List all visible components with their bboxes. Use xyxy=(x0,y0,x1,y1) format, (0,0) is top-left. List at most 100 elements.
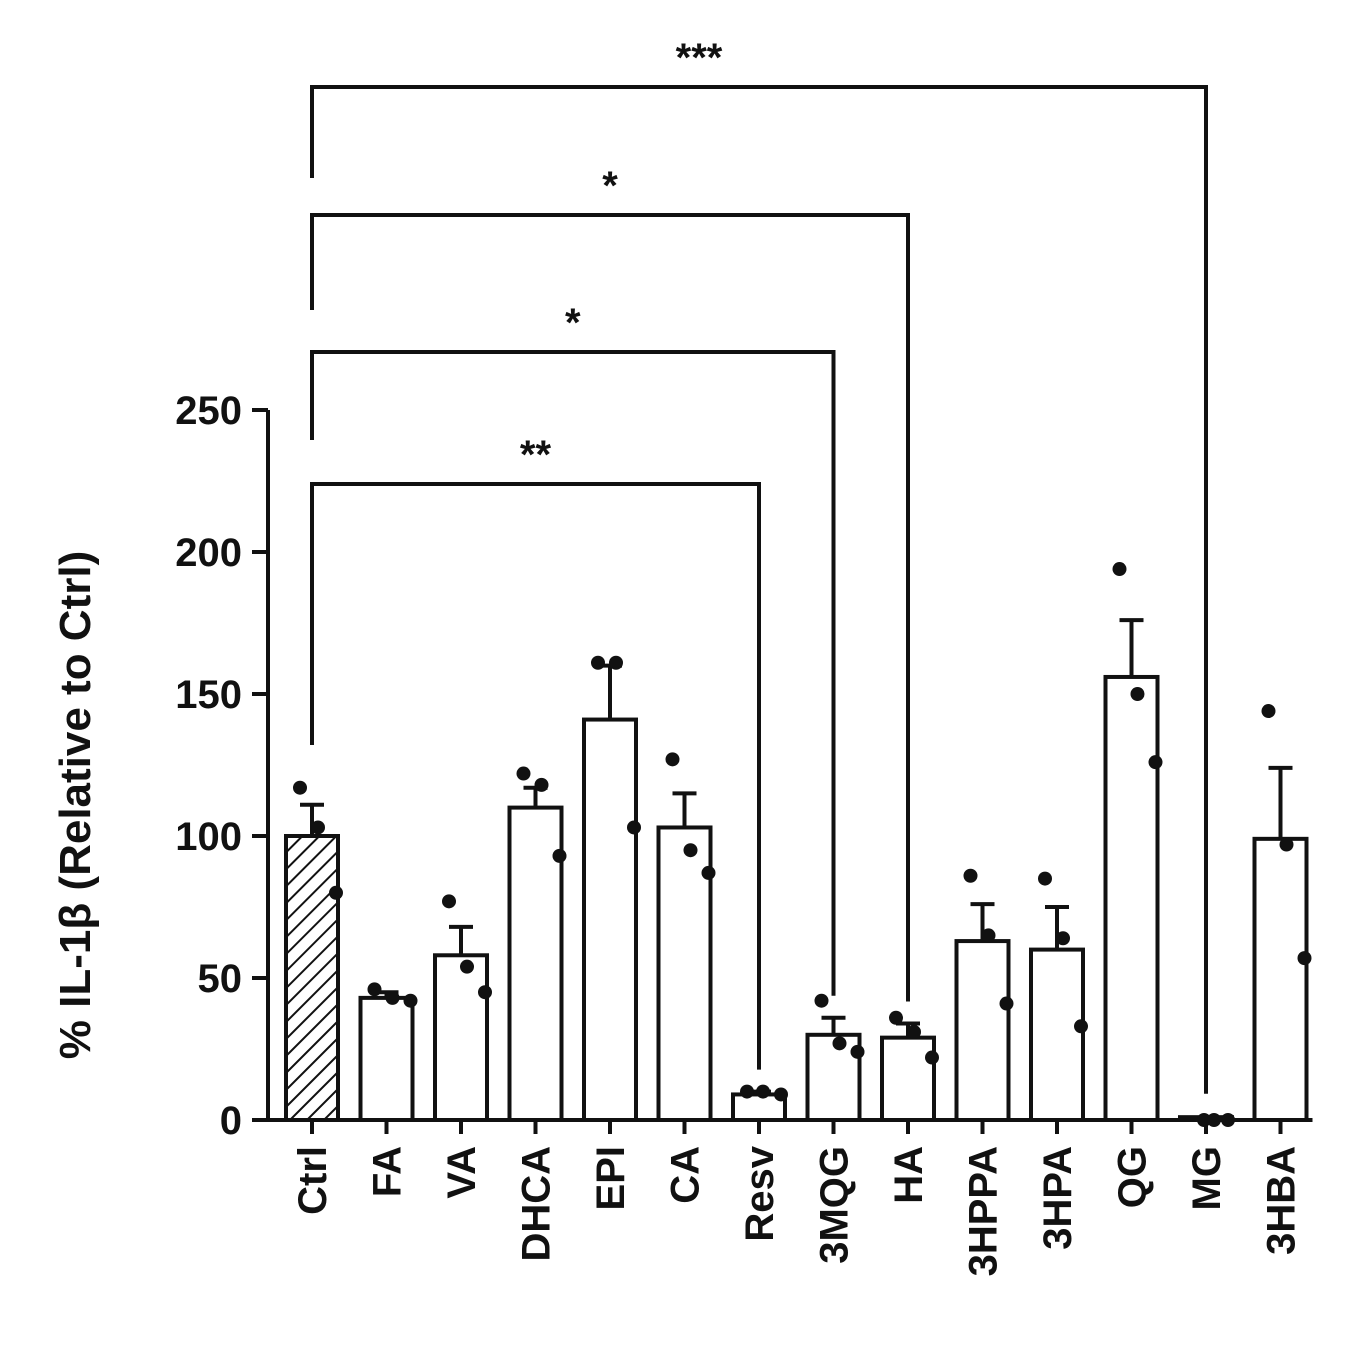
data-point xyxy=(293,780,307,795)
data-point xyxy=(1038,871,1052,886)
data-point xyxy=(850,1044,865,1059)
bar-dhca xyxy=(507,805,564,1122)
data-point xyxy=(385,990,400,1005)
data-points-3mqg xyxy=(814,993,865,1059)
bracket-line xyxy=(310,350,836,996)
data-points-fa xyxy=(367,982,418,1008)
data-point xyxy=(774,1087,788,1102)
data-point xyxy=(329,885,343,900)
data-point xyxy=(311,820,325,835)
data-points-dhca xyxy=(516,766,567,863)
bar-qg xyxy=(1103,674,1160,1123)
data-point xyxy=(552,848,567,863)
error-bar-ca xyxy=(672,791,697,828)
y-tick-label: 100 xyxy=(175,815,242,859)
bar-3mqg xyxy=(805,1032,862,1123)
data-point xyxy=(534,777,549,792)
x-tick-label-3hpa: 3HPA xyxy=(1036,1146,1080,1250)
significance-label: ** xyxy=(520,433,552,477)
data-point xyxy=(1279,837,1294,852)
data-point xyxy=(403,993,418,1008)
x-tick-label-3mqg: 3MQG xyxy=(813,1146,857,1264)
bar-ha xyxy=(880,1035,936,1123)
bracket-line xyxy=(310,85,1208,1094)
error-bar-3hpa xyxy=(1045,905,1069,950)
y-tick-label: 0 xyxy=(220,1099,242,1143)
x-tick-label-ca: CA xyxy=(664,1146,708,1204)
x-tick-label-ha: HA xyxy=(887,1146,931,1204)
significance-label: * xyxy=(602,164,618,208)
data-point xyxy=(627,820,641,835)
x-tick-label-va: VA xyxy=(440,1146,484,1199)
data-point xyxy=(367,982,382,997)
data-point xyxy=(1130,687,1145,701)
data-points-ha xyxy=(889,1010,939,1065)
data-point xyxy=(889,1010,903,1025)
data-points-ctrl xyxy=(293,780,343,900)
bar-ca xyxy=(656,825,713,1122)
data-point xyxy=(925,1050,939,1065)
data-point xyxy=(683,843,698,858)
x-tick-label-dhca: DHCA xyxy=(515,1146,559,1262)
data-points-va xyxy=(442,894,492,1000)
data-point xyxy=(478,985,492,1000)
significance-bracket-resv: ** xyxy=(310,433,761,1070)
bar-3hppa xyxy=(954,939,1011,1123)
data-point xyxy=(1261,704,1276,719)
data-point xyxy=(591,655,605,670)
data-point xyxy=(1112,562,1127,577)
data-point xyxy=(1056,931,1070,946)
data-point xyxy=(740,1084,754,1099)
data-point xyxy=(832,1036,847,1051)
axes: Ctrl FA VA DHCA EPI CA Resv 3MQG HA 3HPPA 3HPA QG MG… xyxy=(175,389,1313,1276)
data-points-3hpa xyxy=(1038,871,1088,1034)
bar-3hba xyxy=(1252,836,1309,1123)
significance-bracket-mg: *** xyxy=(310,36,1208,1094)
data-points-ca xyxy=(665,752,716,880)
bracket-line xyxy=(310,213,910,1002)
bar-va xyxy=(433,953,489,1123)
data-points-epi xyxy=(591,655,641,835)
y-axis-label: % IL-1β (Relative to Ctrl) xyxy=(51,551,100,1059)
data-point xyxy=(609,655,623,670)
data-points-3hppa xyxy=(963,868,1014,1011)
bar-epi xyxy=(582,717,638,1122)
y-tick-label: 250 xyxy=(175,389,242,433)
data-point xyxy=(981,928,996,943)
y-tick-label: 50 xyxy=(198,957,243,1001)
data-points-resv xyxy=(740,1084,788,1102)
data-point xyxy=(1074,1019,1088,1034)
bars-group xyxy=(284,562,1312,1127)
data-point xyxy=(1148,755,1163,770)
data-point xyxy=(442,894,456,909)
data-point xyxy=(516,766,531,781)
data-point xyxy=(756,1084,770,1099)
significance-bracket-3mqg: * xyxy=(310,301,836,996)
data-point xyxy=(1297,951,1312,966)
data-point xyxy=(665,752,680,767)
x-tick-label-3hba: 3HBA xyxy=(1260,1146,1304,1255)
x-tick-label-epi: EPI xyxy=(589,1146,633,1210)
x-tick-label-qg: QG xyxy=(1111,1146,1155,1208)
significance-brackets: ******* xyxy=(310,36,1208,1094)
x-tick-label-3hppa: 3HPPA xyxy=(962,1146,1006,1276)
data-point xyxy=(963,868,978,883)
bracket-line xyxy=(310,482,761,1070)
significance-bracket-ha: * xyxy=(310,164,910,1002)
bar-3hpa xyxy=(1029,947,1085,1122)
data-point xyxy=(814,993,829,1008)
bar-fa xyxy=(358,995,415,1123)
y-tick-label: 150 xyxy=(175,673,242,717)
x-tick-label-ctrl: Ctrl xyxy=(291,1146,335,1215)
data-point xyxy=(701,865,716,880)
error-bar-qg xyxy=(1119,618,1144,677)
significance-label: * xyxy=(565,301,581,345)
data-point xyxy=(999,996,1014,1011)
error-bar-3mqg xyxy=(821,1015,846,1035)
y-tick-label: 200 xyxy=(175,531,242,575)
x-tick-label-resv: Resv xyxy=(738,1145,782,1241)
bar-ctrl xyxy=(284,834,340,1122)
data-points-qg xyxy=(1112,562,1163,770)
